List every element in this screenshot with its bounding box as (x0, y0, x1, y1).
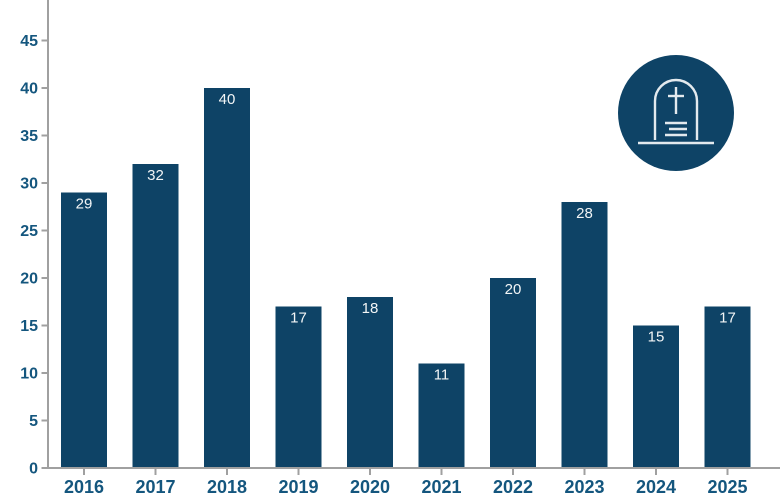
bar-2017 (132, 164, 179, 468)
x-axis-category-label: 2018 (207, 477, 247, 497)
y-axis-tick-label: 25 (20, 223, 38, 240)
bar-value-label: 20 (505, 281, 522, 298)
x-axis-category-label: 2025 (707, 477, 747, 497)
y-axis-tick-label: 20 (20, 271, 38, 288)
bar-value-label: 17 (719, 310, 736, 327)
bar-value-label: 15 (648, 329, 665, 346)
x-axis-category-label: 2019 (278, 477, 318, 497)
gravestone-glyph (638, 78, 714, 145)
y-axis-tick-label: 0 (29, 461, 38, 478)
bar-value-label: 18 (362, 300, 379, 317)
y-axis-tick-label: 30 (20, 176, 38, 193)
y-axis-tick-label: 40 (20, 81, 38, 98)
bar-2024 (633, 325, 679, 468)
bar-value-label: 11 (434, 367, 450, 384)
x-axis-category-label: 2022 (493, 477, 533, 497)
x-axis-category-label: 2024 (636, 477, 676, 497)
bar-2021 (418, 363, 465, 468)
bar-2025 (704, 306, 751, 468)
bar-2022 (490, 278, 536, 468)
y-axis-tick-label: 15 (20, 318, 38, 335)
bar-value-label: 17 (290, 310, 307, 327)
bar-2018 (204, 88, 250, 468)
x-axis-category-label: 2016 (64, 477, 104, 497)
y-axis-tick-label: 35 (20, 128, 38, 145)
x-axis-category-label: 2017 (135, 477, 175, 497)
bar-2016 (61, 192, 107, 468)
tombstone-icon (618, 55, 734, 171)
x-axis-category-label: 2023 (564, 477, 604, 497)
bar-value-label: 28 (576, 205, 593, 222)
y-axis-tick-label: 5 (29, 413, 38, 430)
bar-2023 (561, 202, 608, 468)
bar-2019 (275, 306, 322, 468)
bar-value-label: 40 (219, 91, 236, 108)
y-axis-tick-label: 45 (20, 33, 38, 50)
bar-2020 (347, 297, 393, 468)
bar-value-label: 29 (76, 196, 93, 213)
y-axis-tick-label: 10 (20, 366, 38, 383)
x-axis-category-label: 2020 (350, 477, 390, 497)
x-axis-category-label: 2021 (421, 477, 461, 497)
bar-value-label: 32 (147, 167, 164, 184)
